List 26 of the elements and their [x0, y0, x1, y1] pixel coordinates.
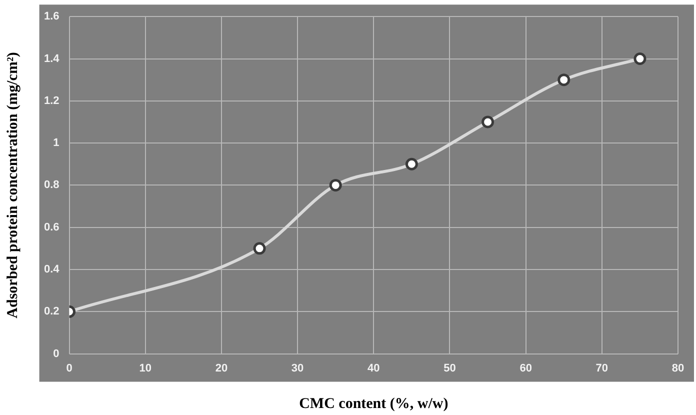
point: [634, 52, 646, 65]
y-tick-label: 1.6: [44, 10, 60, 23]
y-tick-label: 0: [53, 348, 60, 360]
x-tick-label: 30: [291, 362, 304, 374]
x-tick-label: 10: [139, 362, 152, 374]
y-tick-label: 0.4: [44, 264, 60, 276]
y-tick-label: 0.6: [44, 221, 60, 234]
x-tick-label: 80: [672, 362, 684, 374]
point: [405, 158, 418, 170]
point: [329, 178, 342, 192]
y-tick-label: 1.2: [44, 94, 60, 107]
x-tick-label: 50: [444, 362, 456, 374]
point: [253, 242, 266, 255]
y-tick-label: 0.8: [44, 179, 60, 192]
point: [482, 116, 494, 128]
y-axis-title: Adsorbed protein concentration (mg/cm²): [4, 52, 21, 318]
point: [558, 74, 570, 86]
y-tick-label: 1.4: [44, 52, 60, 65]
x-tick-label: 20: [215, 362, 228, 374]
y-tick-label: 0.2: [44, 306, 60, 318]
y-tick-label: 1: [53, 137, 60, 150]
x-axis-title: CMC content (%, w/w): [299, 396, 448, 412]
x-tick-label: 70: [596, 362, 608, 374]
x-tick-label: 40: [368, 362, 380, 374]
x-tick-label: 0: [66, 362, 72, 374]
x-tick-label: 60: [520, 362, 532, 374]
